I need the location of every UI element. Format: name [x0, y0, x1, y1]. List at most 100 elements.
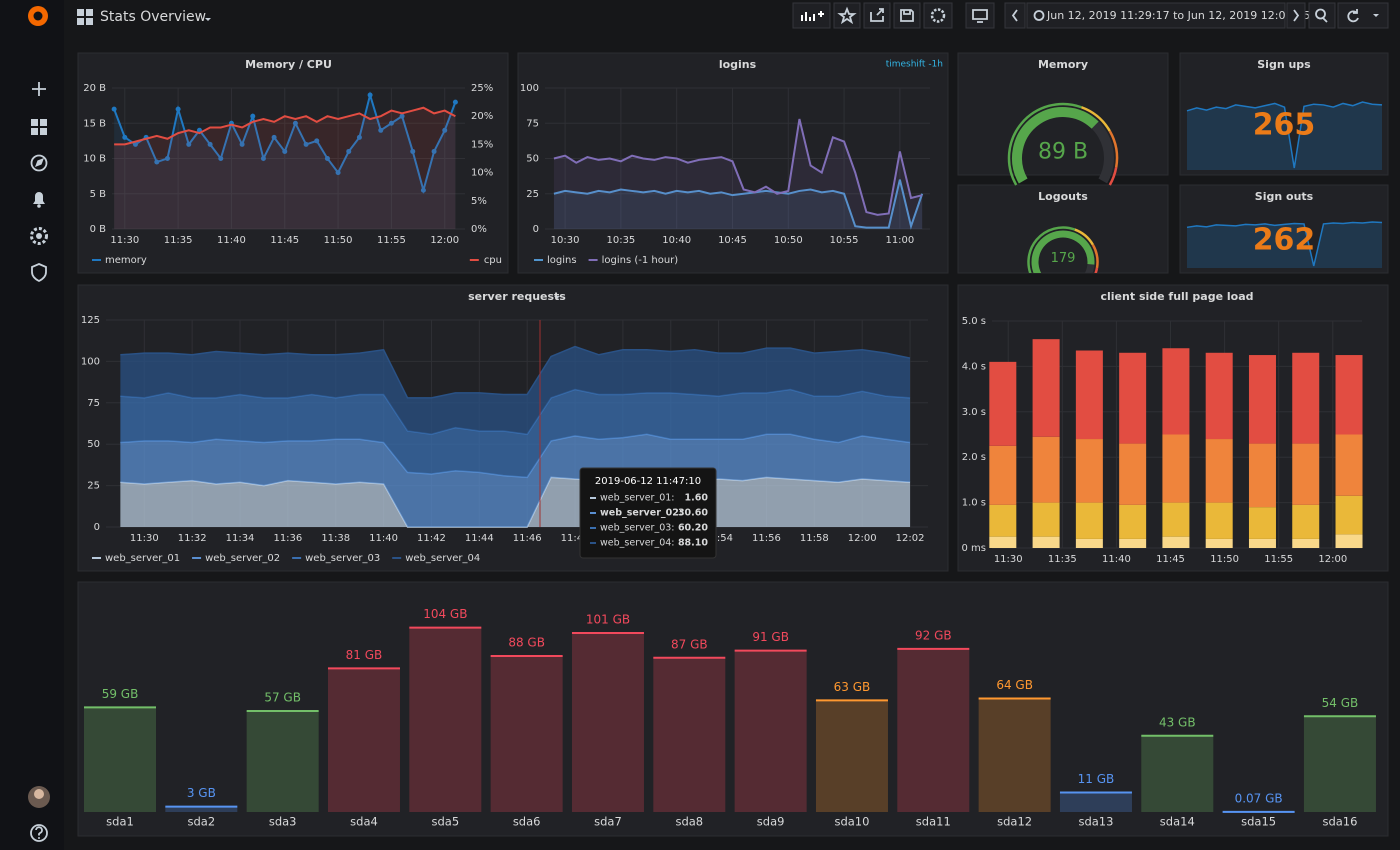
bar-value-label: 81 GB: [346, 648, 383, 662]
bar-segment: [989, 536, 1017, 548]
panel: [957, 184, 1169, 274]
y-tick-label: 0 ms: [962, 543, 987, 554]
tooltip-name: web_server_01:: [600, 493, 675, 504]
x-tick-label: 12:00: [430, 235, 459, 246]
data-point: [452, 99, 458, 105]
bar: [571, 632, 644, 812]
data-point: [367, 92, 373, 98]
add-panel-button[interactable]: [792, 2, 831, 29]
gauge-threshold: [1007, 102, 1082, 186]
bar: [897, 648, 970, 812]
bar: [1141, 735, 1214, 812]
data-point: [250, 113, 256, 119]
sparkline-fill: [1187, 102, 1382, 170]
x-tick-label: 11:48: [561, 533, 590, 544]
tooltip-time: 2019-06-12 11:47:10: [595, 476, 701, 487]
bar-category-label: sda6: [513, 815, 541, 829]
gauge-threshold: [1108, 167, 1118, 186]
logo[interactable]: [28, 6, 48, 26]
configuration-icon[interactable]: [30, 227, 48, 245]
bar-category-label: sda4: [350, 815, 378, 829]
stat-value: 262: [1253, 223, 1316, 258]
legend-label: memory: [105, 255, 147, 266]
bar-value-label: 88 GB: [508, 636, 545, 650]
x-tick-label: 11:34: [226, 533, 255, 544]
x-tick-label: 11:54: [704, 533, 733, 544]
dashboard-picker[interactable]: Stats Overview: [77, 9, 211, 25]
legend-label: cpu: [484, 255, 502, 266]
bar-segment: [1248, 443, 1276, 508]
tooltip-box: [579, 467, 717, 559]
bar-value-label: 92 GB: [915, 628, 952, 642]
data-point: [271, 134, 277, 140]
help-icon[interactable]: [30, 824, 48, 842]
bar: [1303, 716, 1376, 812]
panel-title: server requests: [468, 290, 566, 303]
legend-label: web_server_03: [305, 553, 380, 564]
refresh-button[interactable]: [1337, 2, 1389, 29]
bar-segment: [1162, 502, 1190, 537]
alerting-icon[interactable]: [33, 192, 45, 208]
dashboards-icon[interactable]: [31, 119, 47, 135]
bar-segment: [1119, 538, 1147, 548]
data-point: [111, 106, 117, 112]
bar-category-label: sda1: [106, 815, 134, 829]
save-button[interactable]: [893, 2, 921, 29]
x-tick-label: 11:30: [994, 554, 1023, 565]
series-line: [553, 179, 924, 230]
bar-segment: [1162, 348, 1190, 435]
bar-category-label: sda9: [757, 815, 785, 829]
bar-segment: [989, 361, 1017, 446]
user-avatar[interactable]: [28, 786, 50, 808]
bar-segment: [1032, 339, 1060, 437]
bar-category-label: sda5: [431, 815, 459, 829]
bar-segment: [1162, 536, 1190, 548]
bar: [246, 710, 319, 812]
admin-icon[interactable]: [31, 263, 47, 283]
x-tick-label: 11:44: [465, 533, 494, 544]
legend-label: web_server_04: [405, 553, 480, 564]
bar-segment: [1205, 439, 1233, 503]
bar-segment: [1292, 443, 1320, 505]
bar-value-label: 57 GB: [264, 690, 301, 704]
tooltip-value: 88.10: [678, 538, 708, 549]
panel-title: Logouts: [1038, 190, 1088, 203]
bar-segment: [1248, 355, 1276, 444]
bar-category-label: sda11: [916, 815, 951, 829]
data-point: [324, 156, 330, 161]
bar-segment: [1119, 504, 1147, 539]
x-tick-label: 11:40: [1102, 554, 1131, 565]
data-point: [132, 141, 138, 147]
chevron-left: [1011, 9, 1018, 22]
star-icon: [837, 6, 857, 25]
bar-value-label: 3 GB: [187, 786, 216, 800]
toolbar: Jun 12, 2019 11:29:17 to Jun 12, 2019 12…: [792, 2, 1389, 29]
share-button[interactable]: [863, 2, 891, 29]
area-fill: [114, 95, 456, 229]
gauge-threshold: [1091, 244, 1099, 269]
bar-segment: [1205, 502, 1233, 539]
zoom-out-button[interactable]: [1308, 2, 1336, 29]
y-tick-label: 100: [81, 356, 100, 367]
settings-button[interactable]: [923, 2, 953, 29]
y-tick-label: 100: [520, 83, 539, 94]
panel-menu-caret[interactable]: [554, 296, 560, 299]
bar-segment: [1032, 436, 1060, 503]
time-back-button[interactable]: [1004, 2, 1026, 29]
time-forward-button[interactable]: [1286, 2, 1306, 29]
bar-category-label: sda16: [1322, 815, 1357, 829]
create-icon[interactable]: [32, 82, 46, 96]
bar-segment: [989, 504, 1017, 537]
share-icon: [870, 8, 884, 22]
data-point: [292, 120, 298, 126]
cycle-view-button[interactable]: [965, 2, 995, 29]
explore-icon[interactable]: [30, 154, 48, 172]
data-point: [388, 120, 394, 126]
sparkline-fill: [1187, 222, 1382, 268]
time-picker[interactable]: [1026, 2, 1286, 29]
data-point: [260, 156, 266, 161]
bar-segment: [1292, 504, 1320, 539]
y-tick-label: 0%: [471, 224, 487, 235]
x-tick-label: 11:35: [164, 235, 193, 246]
